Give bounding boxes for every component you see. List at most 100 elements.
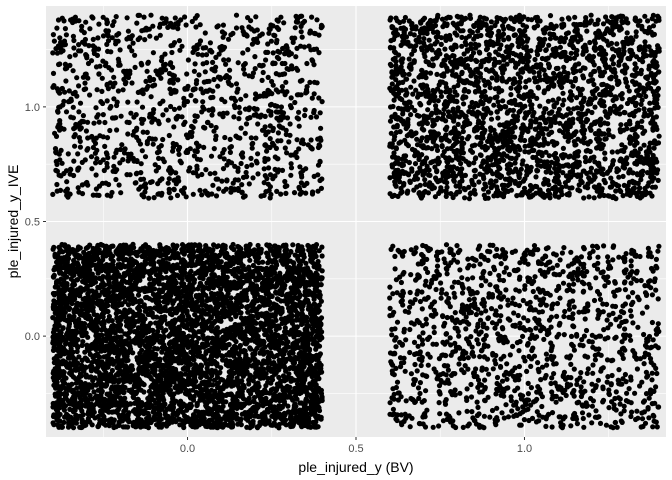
data-point (233, 339, 239, 345)
data-point (319, 395, 325, 401)
data-point (174, 334, 180, 340)
data-point (201, 336, 207, 342)
data-point (90, 409, 96, 415)
data-point (257, 342, 263, 348)
data-point (258, 265, 264, 271)
data-point (272, 314, 278, 320)
data-point (269, 353, 275, 359)
data-point (61, 369, 67, 375)
data-point (96, 263, 102, 269)
data-point (139, 271, 145, 277)
data-point (280, 243, 286, 249)
data-point (162, 409, 168, 415)
data-point (117, 368, 123, 374)
data-point (177, 304, 183, 310)
data-point (105, 250, 111, 256)
data-point (210, 424, 216, 430)
data-point (218, 286, 224, 292)
data-point (185, 284, 191, 290)
data-point (206, 255, 212, 261)
data-point (75, 367, 81, 373)
data-point (300, 273, 306, 279)
data-point (123, 291, 129, 297)
data-point (126, 271, 132, 277)
data-point (270, 266, 276, 272)
data-point (84, 356, 90, 362)
data-point (246, 267, 252, 273)
data-point (199, 260, 205, 266)
data-point (171, 318, 177, 324)
data-point (264, 298, 271, 304)
data-point (130, 350, 136, 356)
data-point (56, 268, 62, 274)
data-point (51, 244, 57, 250)
data-point (313, 270, 319, 276)
data-point (65, 255, 71, 262)
data-point (226, 374, 232, 380)
data-point (220, 328, 226, 334)
data-point (198, 313, 204, 319)
data-point (230, 397, 236, 403)
data-point (210, 260, 216, 266)
data-point (318, 365, 324, 372)
data-point (114, 407, 120, 414)
data-point (115, 246, 121, 252)
data-point (145, 410, 151, 416)
data-point (308, 271, 314, 277)
data-point (282, 325, 288, 331)
data-point (253, 283, 260, 289)
data-point (305, 300, 311, 306)
data-point (211, 242, 217, 248)
data-point (232, 414, 238, 420)
data-point (162, 373, 169, 379)
data-point (64, 265, 70, 271)
data-point (50, 420, 56, 426)
data-point (253, 372, 259, 378)
data-point (201, 370, 207, 376)
data-point (74, 303, 80, 310)
data-point (173, 383, 180, 389)
data-point (138, 387, 144, 393)
data-point (72, 318, 78, 324)
data-point (235, 265, 241, 271)
data-point (289, 409, 296, 415)
data-point (77, 395, 84, 401)
data-point (157, 333, 163, 339)
data-point (120, 424, 126, 430)
data-point (66, 305, 72, 311)
data-point (116, 420, 122, 426)
data-point (164, 387, 170, 393)
data-point (311, 282, 317, 288)
data-point (232, 332, 238, 338)
data-point (146, 296, 152, 302)
data-point (113, 400, 120, 406)
data-point (161, 299, 167, 305)
data-point (76, 354, 82, 360)
data-point (239, 290, 245, 296)
data-point (121, 285, 127, 291)
data-point (135, 355, 141, 361)
data-point (228, 391, 234, 397)
data-point (250, 418, 256, 424)
data-point (284, 278, 290, 284)
data-point (219, 416, 225, 422)
data-point (229, 245, 235, 251)
data-point (306, 331, 312, 337)
data-point (116, 309, 123, 315)
data-point (230, 421, 236, 428)
data-point (220, 392, 226, 398)
data-point (261, 326, 267, 333)
data-point (290, 397, 296, 403)
data-point (248, 346, 254, 352)
data-point (50, 404, 56, 410)
data-point (181, 288, 187, 294)
data-point (234, 375, 240, 381)
data-point (223, 359, 229, 365)
data-point (222, 337, 228, 343)
data-point (167, 339, 173, 346)
data-point (68, 336, 74, 342)
data-point (252, 338, 258, 344)
data-point (180, 308, 186, 314)
data-point (260, 259, 266, 265)
data-point (273, 388, 279, 394)
